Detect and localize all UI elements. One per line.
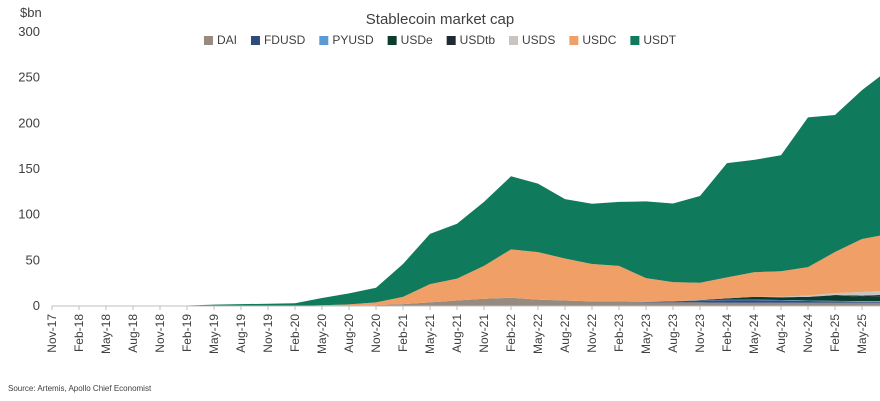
legend-label: USDS	[522, 33, 555, 47]
x-tick-label: Feb-25	[828, 314, 842, 352]
x-tick-label: Feb-21	[396, 314, 410, 352]
area-usdc	[52, 235, 880, 306]
legend: DAI FDUSD PYUSD USDe USDtb USDS USDC USDT	[203, 33, 677, 47]
area-dai	[52, 297, 880, 306]
x-tick-label: Feb-18	[72, 314, 86, 352]
legend-swatch	[387, 36, 397, 45]
y-tick-label: 250	[18, 70, 40, 85]
legend-label: DAI	[217, 33, 237, 47]
legend-swatch	[319, 36, 329, 45]
x-tick-label: Aug-23	[666, 314, 680, 353]
x-tick-label: May-23	[639, 314, 653, 354]
legend-label: FDUSD	[264, 33, 306, 47]
legend-item-usdc: USDC	[569, 33, 617, 47]
y-tick-label: 150	[18, 161, 40, 176]
x-tick-label: May-19	[207, 314, 221, 354]
legend-item-dai: DAI	[203, 33, 237, 47]
area-fdusd	[52, 297, 880, 306]
x-tick-label: Aug-18	[126, 314, 140, 353]
legend-item-usdtb: USDtb	[446, 33, 496, 47]
area-usdt	[52, 76, 880, 306]
x-tick-label: May-21	[423, 314, 437, 354]
y-tick-label: 0	[33, 298, 40, 313]
legend-label: USDtb	[460, 33, 496, 47]
x-tick-label: Nov-22	[585, 314, 599, 353]
legend-item-usde: USDe	[387, 33, 433, 47]
x-tick-label: Aug-19	[234, 314, 248, 353]
x-tick-label: Nov-18	[153, 314, 167, 353]
x-tick-label: May-18	[99, 314, 113, 354]
legend-label: USDT	[643, 33, 676, 47]
legend-item-pyusd: PYUSD	[319, 33, 374, 47]
legend-label: USDC	[582, 33, 616, 47]
y-tick-label: 300	[18, 24, 40, 39]
legend-swatch	[203, 36, 213, 45]
legend-item-usds: USDS	[509, 33, 555, 47]
y-tick-label: 100	[18, 207, 40, 222]
x-tick-label: Nov-20	[369, 314, 383, 353]
x-tick-label: Aug-24	[774, 314, 788, 353]
x-tick-label: Nov-24	[801, 314, 815, 353]
y-tick-label: 50	[26, 252, 40, 267]
x-tick-label: Nov-19	[261, 314, 275, 353]
x-tick-label: Feb-19	[180, 314, 194, 352]
legend-swatch	[446, 36, 456, 45]
stacked-areas	[52, 76, 880, 306]
legend-item-usdt: USDT	[630, 33, 677, 47]
x-tick-label: Nov-21	[477, 314, 491, 353]
legend-label: PYUSD	[332, 33, 374, 47]
y-tick-label: 200	[18, 115, 40, 130]
x-tick-label: Aug-21	[450, 314, 464, 353]
legend-swatch	[569, 36, 579, 45]
x-tick-label: Aug-22	[558, 314, 572, 353]
x-tick-label: Aug-20	[342, 314, 356, 353]
x-tick-label: Feb-24	[720, 314, 734, 352]
x-axis-ticks: Nov-17 Feb-18 May-18 Aug-18 Nov-18 Feb-19 May-…	[45, 306, 869, 354]
x-tick-label: Feb-20	[288, 314, 302, 352]
chart-title: Stablecoin market cap	[366, 11, 514, 28]
legend-swatch	[630, 36, 640, 45]
legend-swatch	[250, 36, 260, 45]
legend-swatch	[509, 36, 519, 45]
y-axis-unit: $bn	[20, 5, 42, 20]
x-tick-label: May-24	[747, 314, 761, 354]
x-tick-label: Feb-23	[612, 314, 626, 352]
x-tick-label: Nov-17	[45, 314, 59, 353]
legend-label: USDe	[401, 33, 433, 47]
x-tick-label: May-22	[531, 314, 545, 354]
y-axis-ticks: 0 50 100 150 200 250 300	[18, 24, 40, 313]
x-tick-label: May-25	[855, 314, 869, 354]
x-tick-label: Feb-22	[504, 314, 518, 352]
x-tick-label: May-20	[315, 314, 329, 354]
source-note: Source: Artemis, Apollo Chief Economist	[8, 384, 152, 393]
legend-item-fdusd: FDUSD	[250, 33, 306, 47]
x-tick-label: Nov-23	[693, 314, 707, 353]
